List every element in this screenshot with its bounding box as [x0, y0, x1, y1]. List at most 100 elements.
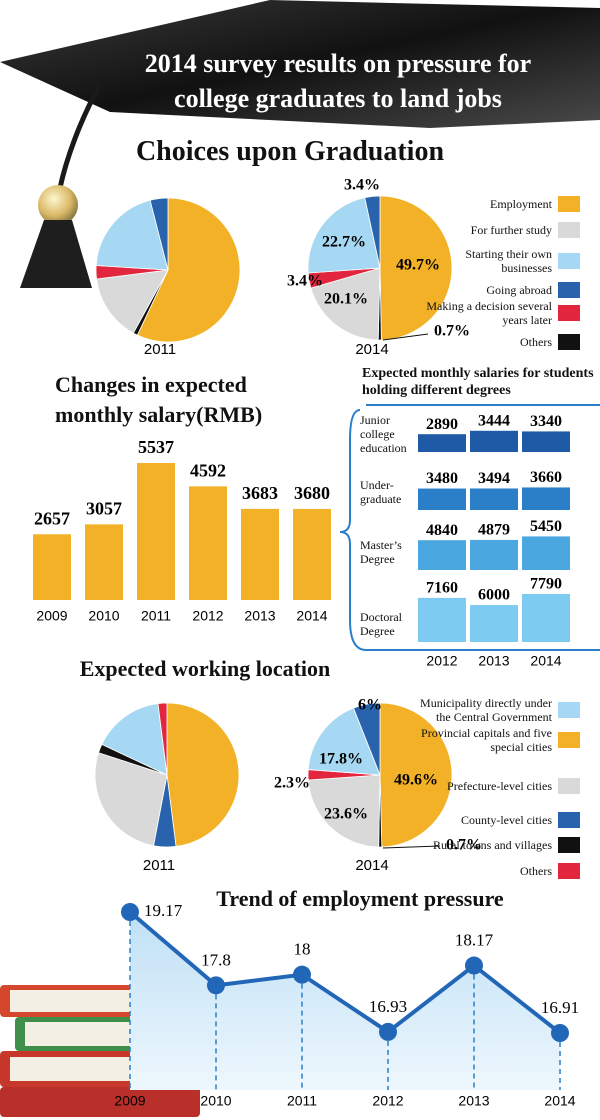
bar — [137, 463, 175, 600]
row-label: Doctoral Degree — [360, 610, 402, 638]
data-label: 3683 — [242, 483, 278, 503]
data-label: 20.1% — [324, 291, 368, 308]
data-label: 3444 — [478, 412, 510, 429]
legend-swatch — [558, 253, 580, 269]
pie-year-label: 2011 — [144, 341, 176, 358]
chart-title: Trend of employment pressure — [216, 886, 504, 911]
legend-label: For further study — [470, 223, 552, 237]
panel-bracket — [339, 404, 600, 651]
row-label: Junior college education — [360, 413, 407, 455]
data-label: 3057 — [86, 498, 122, 518]
bar — [522, 536, 570, 570]
data-label: 3680 — [294, 483, 330, 503]
point — [551, 1024, 569, 1042]
point — [293, 965, 311, 984]
data-label: 18 — [294, 940, 311, 959]
bar — [418, 597, 466, 642]
data-label: 2657 — [34, 508, 70, 528]
data-label: 23.6% — [324, 806, 368, 823]
chart-title: Choices upon Graduation — [135, 136, 445, 167]
data-label: 4840 — [426, 522, 458, 539]
pie-slice — [96, 269, 169, 334]
pie-slice — [136, 197, 241, 343]
x-tick-label: 2010 — [88, 608, 119, 624]
bar — [418, 540, 466, 570]
bar — [418, 434, 466, 452]
data-label: 6% — [358, 697, 382, 714]
pie-slice — [307, 774, 381, 848]
bar — [522, 487, 570, 510]
data-label: 0.7% — [434, 323, 470, 340]
data-label: 17.8 — [201, 950, 231, 969]
x-tick-label: 2013 — [244, 608, 275, 624]
bar — [522, 594, 570, 642]
data-label: 5450 — [530, 518, 562, 535]
data-label: 2890 — [426, 416, 458, 433]
legend-label: Others — [520, 864, 552, 878]
tassel-knot — [38, 185, 78, 225]
data-label: 3.4% — [287, 273, 323, 290]
legend-label: Provincial capitals and five special cit… — [421, 726, 552, 754]
chart-title: Expected monthly salaries for students h… — [362, 366, 594, 398]
page-title: 2014 survey results on pressure for coll… — [144, 49, 532, 113]
x-tick-label: 2014 — [544, 1093, 575, 1109]
data-label: 6000 — [478, 587, 510, 604]
bar — [470, 605, 518, 642]
x-tick-label: 2012 — [426, 653, 457, 669]
legend-swatch — [558, 732, 580, 748]
tassel-cord — [57, 83, 103, 189]
bar — [189, 486, 227, 600]
bar — [522, 431, 570, 452]
tassel — [20, 220, 92, 288]
bar — [470, 488, 518, 510]
bar — [418, 488, 466, 510]
pie-slice — [379, 195, 453, 341]
leader-line — [382, 333, 429, 341]
data-label: 19.17 — [144, 901, 183, 920]
legend-label: Rural towns and villages — [433, 838, 552, 852]
data-label: 16.91 — [541, 998, 579, 1017]
legend-label: Prefecture-level cities — [447, 779, 552, 793]
data-label: 3.4% — [344, 177, 380, 194]
cap-board — [0, 0, 600, 128]
legend-label: County-level cities — [461, 813, 552, 827]
legend-swatch — [558, 196, 580, 212]
legend-label: Making a decision several years later — [426, 299, 552, 327]
data-label: 3480 — [426, 470, 458, 487]
row-label: Master’s Degree — [360, 538, 402, 566]
x-tick-label: 2013 — [478, 653, 509, 669]
x-tick-label: 2013 — [458, 1093, 489, 1109]
data-label: 4592 — [190, 461, 226, 481]
legend-label: Municipality directly under the Central … — [420, 696, 552, 724]
legend-swatch — [558, 222, 580, 238]
legend-swatch — [558, 863, 580, 879]
chart-title: Changes in expected monthly salary(RMB) — [55, 372, 263, 427]
x-tick-label: 2014 — [530, 653, 561, 669]
point — [379, 1022, 397, 1041]
legend-label: Going abroad — [486, 283, 552, 297]
data-label: 5537 — [138, 437, 174, 457]
data-label: 22.7% — [322, 234, 366, 251]
data-label: 18.17 — [455, 930, 494, 949]
data-label: 16.93 — [369, 997, 407, 1016]
data-label: 0.7% — [446, 837, 482, 854]
pie-slice — [352, 702, 381, 776]
legend-swatch — [558, 305, 580, 321]
legend-swatch — [558, 812, 580, 828]
x-tick-label: 2012 — [372, 1093, 403, 1109]
legend-swatch — [558, 282, 580, 298]
line — [128, 910, 562, 1035]
legend-swatch — [558, 702, 580, 718]
data-label: 4879 — [478, 522, 510, 539]
data-label: 3340 — [530, 413, 562, 430]
bar — [470, 539, 518, 570]
bar — [85, 524, 123, 600]
legend-label: Starting their own businesses — [465, 247, 552, 275]
pie-slice — [95, 199, 169, 271]
pie-slice — [379, 702, 453, 848]
point — [121, 903, 139, 921]
chart-title: Expected working location — [79, 656, 331, 681]
legend-swatch — [558, 778, 580, 794]
x-tick-label: 2012 — [192, 608, 223, 624]
